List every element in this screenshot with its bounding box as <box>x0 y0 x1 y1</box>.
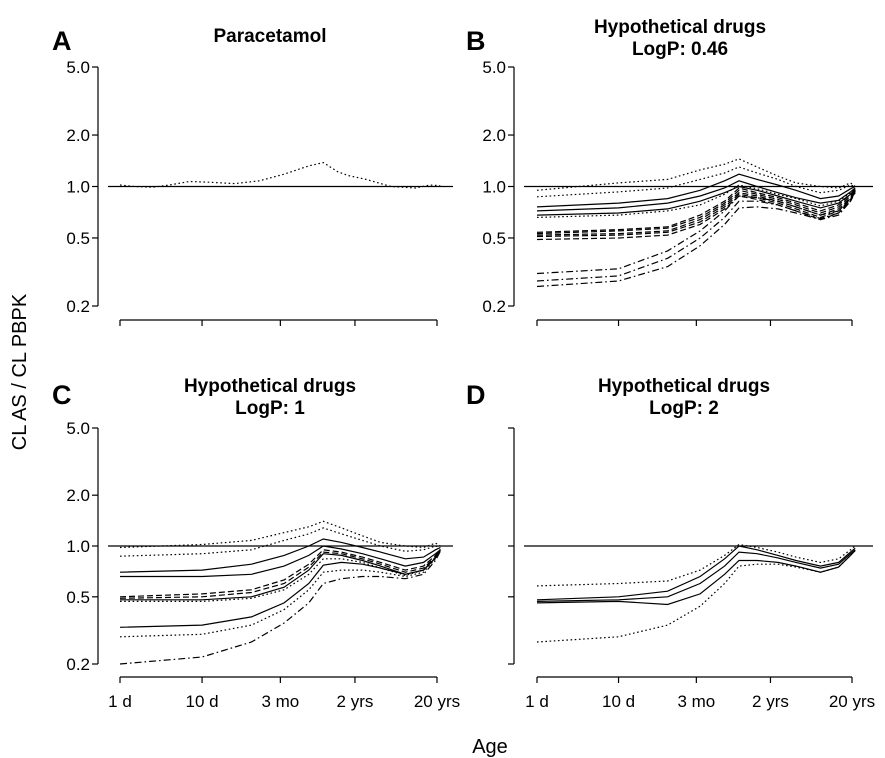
y-tick-label: 5.0 <box>66 58 90 77</box>
x-axis-title: Age <box>472 736 508 758</box>
x-tick-label: 20 yrs <box>829 692 875 711</box>
series-line <box>119 549 441 599</box>
series-line <box>536 545 856 601</box>
series-line <box>536 550 856 643</box>
panels: A Paracetamol 5.0 2.0 1.0 0.5 0.2 B Hypothetical… <box>52 17 875 711</box>
series-line <box>536 549 856 602</box>
panel-title-line: LogP: 2 <box>649 398 719 419</box>
series-line <box>119 550 441 628</box>
series-line <box>536 173 856 208</box>
series-line <box>536 543 856 587</box>
x-tick-label: 10 d <box>602 692 635 711</box>
series-line <box>119 550 441 638</box>
series-line <box>536 180 856 212</box>
series-line <box>536 189 856 275</box>
x-tick-label: 3 mo <box>677 692 715 711</box>
x-tick-label: 2 yrs <box>337 692 374 711</box>
series-line <box>120 550 441 603</box>
series-line <box>536 190 856 236</box>
series-line <box>536 192 856 241</box>
series-line <box>119 161 441 189</box>
y-tick-label: 2.0 <box>66 486 90 505</box>
x-tick-label: 2 yrs <box>752 692 789 711</box>
y-tick-label: 5.0 <box>66 419 90 438</box>
x-tick-label: 20 yrs <box>414 692 460 711</box>
y-tick-label: 0.2 <box>66 297 90 316</box>
series-line <box>536 185 856 216</box>
series-line <box>120 550 441 601</box>
x-tick-label: 1 d <box>108 692 132 711</box>
panel-title-line: LogP: 0.46 <box>632 39 728 60</box>
panel-letter: C <box>52 380 72 410</box>
series-line <box>536 184 856 218</box>
series-line <box>119 551 441 665</box>
series-line <box>536 189 856 235</box>
panel-letter: A <box>52 26 72 56</box>
x-tick-label: 10 d <box>186 692 219 711</box>
panel-title-line: Hypothetical drugs <box>184 376 356 397</box>
series-line <box>536 550 856 606</box>
y-tick-label: 0.2 <box>482 297 506 316</box>
series-line <box>119 520 441 549</box>
y-tick-label: 0.5 <box>66 588 90 607</box>
panel-letter: B <box>466 26 486 56</box>
y-tick-label: 1.0 <box>66 537 90 556</box>
y-tick-label: 5.0 <box>482 58 506 77</box>
panel-letter: D <box>466 380 486 410</box>
x-tick-label: 1 d <box>525 692 549 711</box>
x-tick-label: 3 mo <box>261 692 299 711</box>
y-tick-label: 1.0 <box>482 178 506 197</box>
y-tick-label: 0.5 <box>482 229 506 248</box>
y-tick-label: 2.0 <box>482 126 506 145</box>
series-line <box>536 158 856 191</box>
panel-title-line: Hypothetical drugs <box>594 17 766 38</box>
y-tick-label: 1.0 <box>66 178 90 197</box>
y-tick-label: 2.0 <box>66 126 90 145</box>
series-line <box>119 548 441 598</box>
panel-title-line: Paracetamol <box>213 26 326 47</box>
series-line <box>536 190 856 288</box>
y-tick-label: 0.5 <box>66 229 90 248</box>
series-line <box>536 187 856 233</box>
panel-title-line: Hypothetical drugs <box>598 376 770 397</box>
series-line <box>119 538 441 573</box>
series-line <box>536 190 856 282</box>
y-tick-label: 0.2 <box>66 655 90 674</box>
panel-a: A Paracetamol 5.0 2.0 1.0 0.5 0.2 <box>52 26 453 326</box>
series-line <box>120 545 441 578</box>
series-line <box>536 166 856 198</box>
panel-title-line: LogP: 1 <box>235 398 305 419</box>
series-line <box>119 527 441 557</box>
y-axis-title: CL AS / CL PBPK <box>9 293 31 450</box>
